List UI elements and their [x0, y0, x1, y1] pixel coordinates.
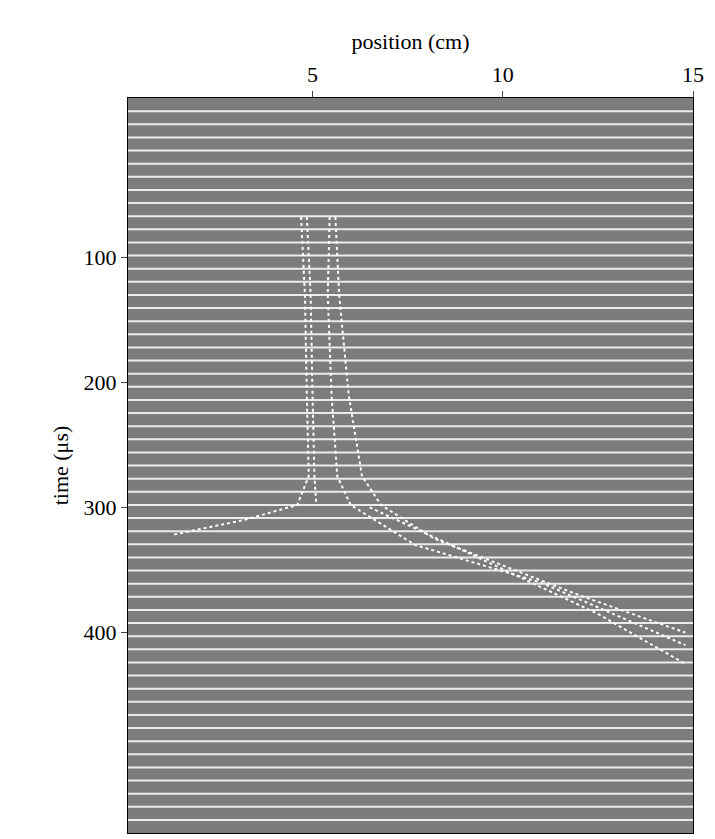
- svg-text:100: 100: [84, 245, 117, 270]
- svg-text:5: 5: [307, 62, 318, 87]
- svg-text:200: 200: [84, 370, 117, 395]
- svg-text:time (μs): time (μs): [48, 426, 73, 506]
- svg-text:10: 10: [492, 62, 514, 87]
- svg-text:position (cm): position (cm): [352, 29, 470, 54]
- svg-text:300: 300: [84, 495, 117, 520]
- svg-text:400: 400: [84, 620, 117, 645]
- svg-text:15: 15: [682, 62, 704, 87]
